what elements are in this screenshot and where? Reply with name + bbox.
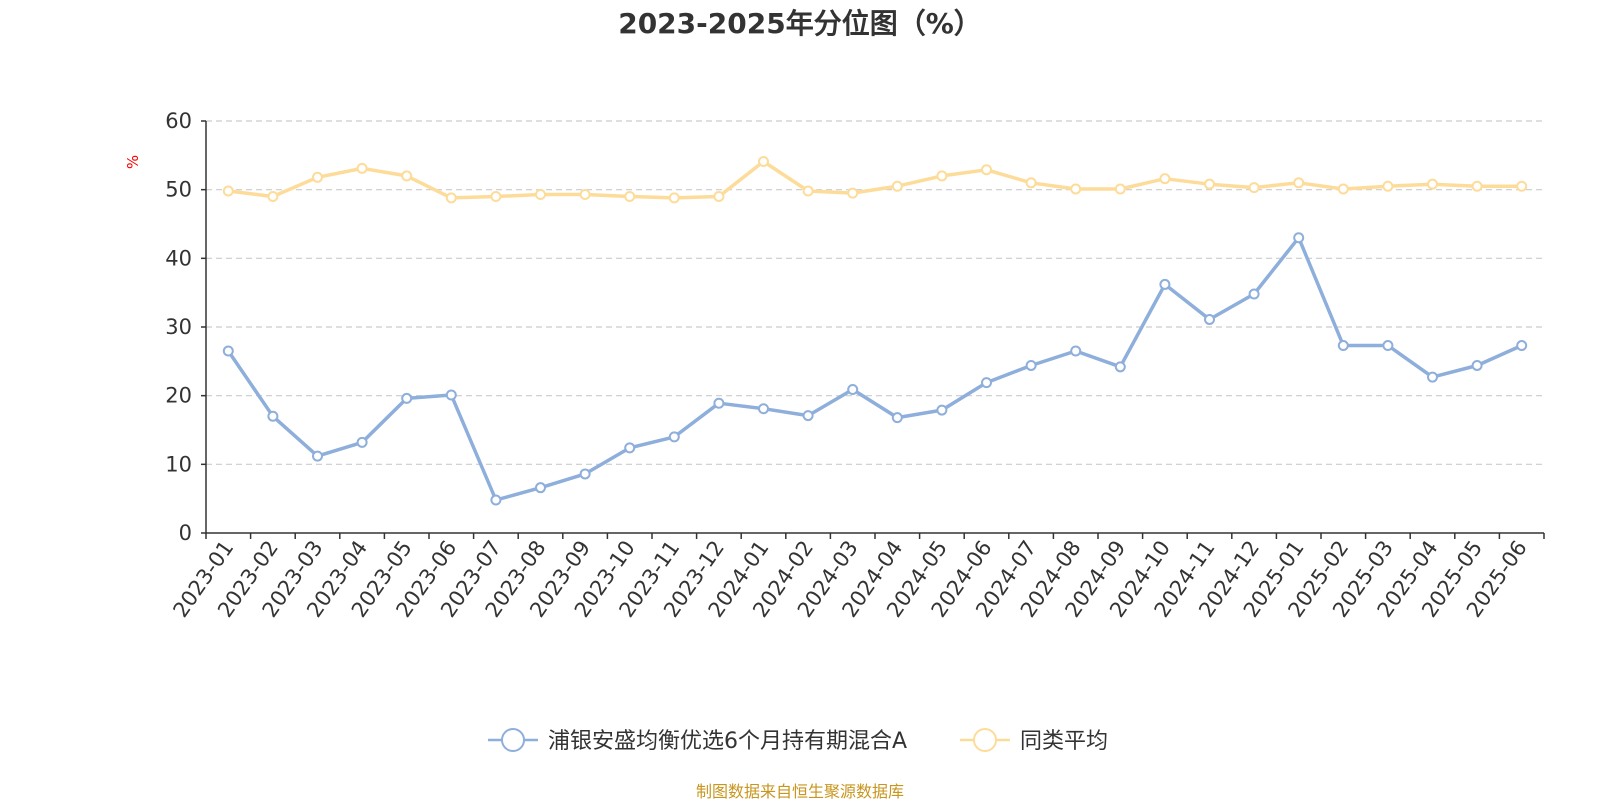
data-point <box>1159 173 1171 185</box>
data-point <box>847 187 859 199</box>
data-point <box>1025 177 1037 189</box>
data-point <box>624 442 636 454</box>
data-point <box>222 345 234 357</box>
data-point <box>802 185 814 197</box>
y-tick-label: 0 <box>179 521 192 545</box>
data-point <box>356 162 368 174</box>
data-point <box>847 383 859 395</box>
data-point <box>535 188 546 200</box>
data-point <box>1471 180 1483 192</box>
data-point <box>312 171 323 183</box>
data-point <box>713 397 725 409</box>
legend-marker-icon <box>973 728 997 752</box>
chart-title: 2023-2025年分位图（%） <box>618 7 982 40</box>
series-line <box>226 235 1523 502</box>
y-tick-label: 60 <box>165 109 192 133</box>
data-point <box>490 191 502 203</box>
data-point <box>356 436 368 448</box>
data-point <box>802 410 814 422</box>
legend: 浦银安盛均衡优选6个月持有期混合A 同类平均 <box>488 728 1108 754</box>
y-tick-label: 10 <box>165 452 192 476</box>
data-point <box>579 188 591 200</box>
data-point <box>222 185 234 197</box>
data-point <box>891 180 903 192</box>
data-point <box>713 191 725 203</box>
series-1 <box>222 232 1528 506</box>
data-point <box>758 403 769 415</box>
data-point <box>936 404 948 416</box>
y-tick-label: 20 <box>165 384 192 408</box>
legend-label: 浦银安盛均衡优选6个月持有期混合A <box>548 729 907 754</box>
data-point <box>1204 313 1215 325</box>
data-point <box>1516 340 1528 352</box>
data-point <box>535 482 546 494</box>
data-point <box>312 450 323 462</box>
source-note: 制图数据来自恒生聚源数据库 <box>695 782 904 801</box>
data-point <box>445 192 457 204</box>
data-point <box>668 192 680 204</box>
data-point <box>1070 183 1082 195</box>
data-point <box>401 392 413 404</box>
data-point <box>1516 180 1528 192</box>
data-point <box>1471 359 1483 371</box>
y-tick-label: 40 <box>165 246 192 270</box>
series-lines <box>222 156 1528 506</box>
legend-marker-icon <box>501 728 525 752</box>
data-point <box>891 412 903 424</box>
data-point <box>1248 182 1260 194</box>
y-tick-label: 30 <box>165 315 192 339</box>
data-point <box>267 410 279 422</box>
data-point <box>1337 340 1349 352</box>
data-point <box>1159 278 1171 290</box>
data-point <box>579 468 591 480</box>
y-tick-label: 50 <box>165 178 192 202</box>
data-point <box>1204 178 1215 190</box>
legend-item-1: 浦银安盛均衡优选6个月持有期混合A <box>488 728 907 754</box>
data-point <box>1427 178 1438 190</box>
data-point <box>1114 183 1126 195</box>
data-point <box>401 170 413 182</box>
data-point <box>981 164 992 176</box>
y-axis-label: % <box>124 155 142 169</box>
data-point <box>267 191 279 203</box>
data-point <box>1025 359 1037 371</box>
data-point <box>1248 288 1260 300</box>
data-point <box>490 494 502 506</box>
data-point <box>668 431 680 443</box>
data-point <box>1114 361 1126 373</box>
data-point <box>1382 180 1394 192</box>
data-point <box>445 389 457 401</box>
data-point <box>1293 177 1305 189</box>
data-point <box>1427 371 1438 383</box>
data-point <box>981 377 992 389</box>
data-point <box>1337 183 1349 195</box>
data-point <box>624 191 636 203</box>
legend-label: 同类平均 <box>1020 729 1108 754</box>
data-point <box>1070 345 1082 357</box>
legend-item-2: 同类平均 <box>960 728 1108 754</box>
data-point <box>1293 232 1305 244</box>
data-point <box>758 156 769 168</box>
series-2 <box>222 156 1528 204</box>
data-point <box>1382 340 1394 352</box>
data-point <box>936 170 948 182</box>
series-line <box>228 159 1522 200</box>
